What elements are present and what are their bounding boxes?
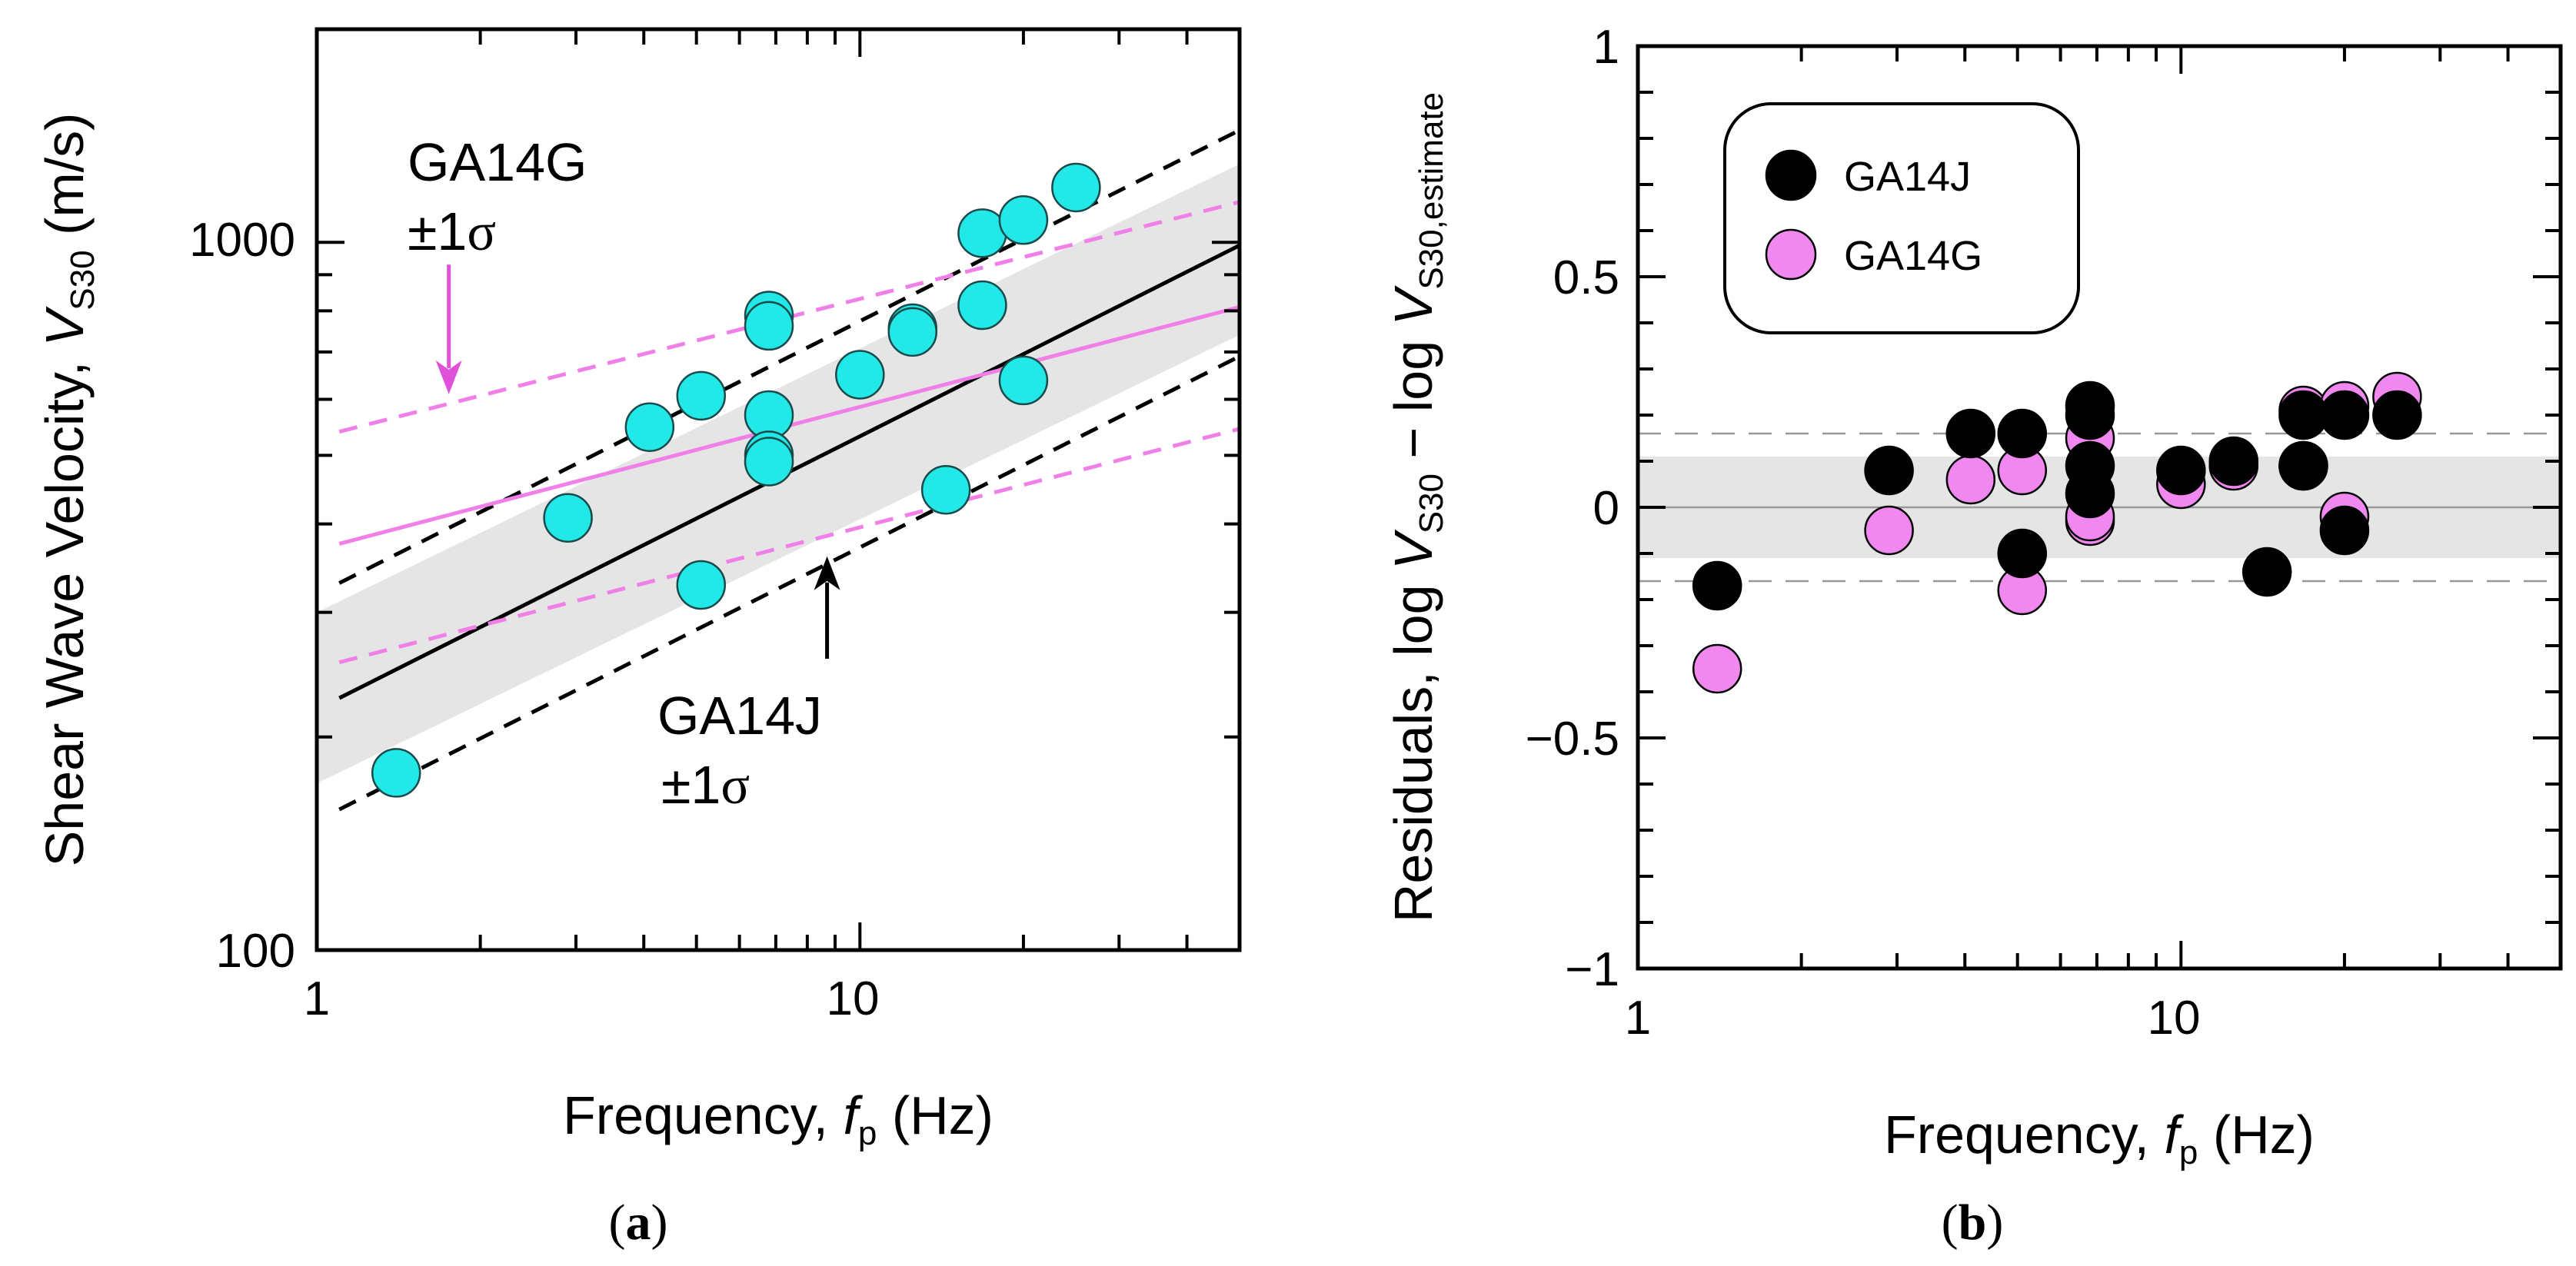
legend-marker-ga14g — [1765, 228, 1817, 281]
x-tick-label-b-1: 1 — [1625, 992, 1651, 1045]
y-tick-label-b-neg0.5: −0.5 — [1526, 713, 1619, 766]
data-point-ga14j-3 — [1997, 408, 2048, 459]
data-point-ga14j-0 — [1692, 560, 1742, 611]
data-point-ga14j-9 — [2156, 445, 2206, 496]
panel-label-b: (b) — [1942, 1195, 2004, 1251]
y-tick-label-1000: 1000 — [189, 214, 295, 267]
data-point-16 — [998, 195, 1049, 245]
axis-ticks-b — [1638, 46, 2562, 969]
annotation-arrow-head-0 — [435, 360, 462, 394]
legend-b: GA14J GA14G — [1723, 102, 2080, 334]
data-point-10 — [835, 350, 885, 400]
x-axis-label-b: Frequency, fp (Hz) — [1884, 1105, 2315, 1171]
data-point-ga14j-6 — [2065, 390, 2115, 440]
data-point-ga14g-0 — [1692, 643, 1742, 694]
legend-box — [1723, 102, 2080, 334]
y-axis-label-b: Residuals, log VS30 − log VS30,estimate — [1383, 92, 1450, 922]
panel-b: 1 0.5 0 −0.5 −1 1 10 Frequency, fp (Hz) … — [1383, 21, 2563, 1251]
data-point-0 — [371, 748, 421, 798]
x-tick-label-b-10: 10 — [2148, 992, 2201, 1045]
data-point-9 — [744, 437, 794, 487]
annotation-ga14g-sigma: ±1σ — [408, 201, 496, 262]
line-ga14j-1--2 — [338, 354, 1240, 812]
legend-label-ga14g: GA14G — [1844, 233, 1982, 279]
legend-label-ga14j: GA14J — [1844, 154, 1971, 200]
data-point-4 — [676, 560, 727, 610]
annotation-arrow-head-1 — [814, 556, 840, 590]
data-point-1 — [543, 493, 593, 543]
data-point-ga14j-8 — [2065, 468, 2115, 519]
data-point-15 — [957, 280, 1007, 331]
data-point-ga14j-13 — [2278, 440, 2328, 491]
data-point-ga14j-2 — [1945, 408, 1996, 459]
annotation-ga14g-title: GA14G — [408, 132, 587, 192]
data-point-2 — [624, 402, 675, 452]
panel-label-a: (a) — [609, 1195, 668, 1251]
y-tick-label-b-0: 0 — [1593, 482, 1619, 535]
data-point-ga14j-14 — [2319, 390, 2370, 440]
data-point-ga14j-15 — [2319, 505, 2370, 556]
legend-marker-ga14j — [1765, 149, 1817, 201]
data-point-ga14g-1 — [1864, 505, 1914, 556]
x-axis-label-a: Frequency, fp (Hz) — [563, 1085, 993, 1152]
data-point-3 — [676, 370, 727, 421]
data-points-b — [1692, 371, 2422, 694]
data-point-ga14j-1 — [1864, 445, 1914, 496]
y-tick-label-100: 100 — [216, 925, 295, 978]
annotation-ga14j-title: GA14J — [657, 686, 822, 746]
plot-frame-b — [1636, 44, 2563, 971]
data-point-ga14j-16 — [2372, 390, 2422, 440]
x-tick-label-1: 1 — [304, 972, 330, 1025]
data-point-ga14j-11 — [2242, 547, 2292, 597]
data-point-17 — [998, 355, 1049, 406]
y-axis-label-a: Shear Wave Velocity, VS30 (m/s) — [35, 113, 102, 867]
data-point-ga14g-2 — [1945, 454, 1996, 505]
plot-frame-a — [315, 27, 1242, 952]
annotation-arrows-a — [435, 264, 840, 659]
y-tick-label-b-0.5: 0.5 — [1553, 251, 1619, 304]
panel-a: 1 10 100 1000 Frequency, fp (Hz) Shear W… — [35, 27, 1242, 1251]
data-point-13 — [920, 464, 971, 515]
data-point-12 — [887, 307, 938, 357]
y-tick-label-b-1: 1 — [1593, 21, 1619, 74]
data-point-ga14j-4 — [1997, 528, 2048, 579]
y-tick-label-b-neg1: −1 — [1565, 943, 1619, 996]
x-tick-label-10: 10 — [827, 972, 880, 1025]
line-ga14g-1--5 — [338, 427, 1240, 665]
data-points-a — [371, 162, 1101, 798]
annotation-ga14j-sigma: ±1σ — [661, 755, 750, 816]
data-point-18 — [1051, 162, 1101, 213]
data-point-ga14j-10 — [2208, 436, 2259, 487]
data-point-6 — [744, 301, 794, 351]
